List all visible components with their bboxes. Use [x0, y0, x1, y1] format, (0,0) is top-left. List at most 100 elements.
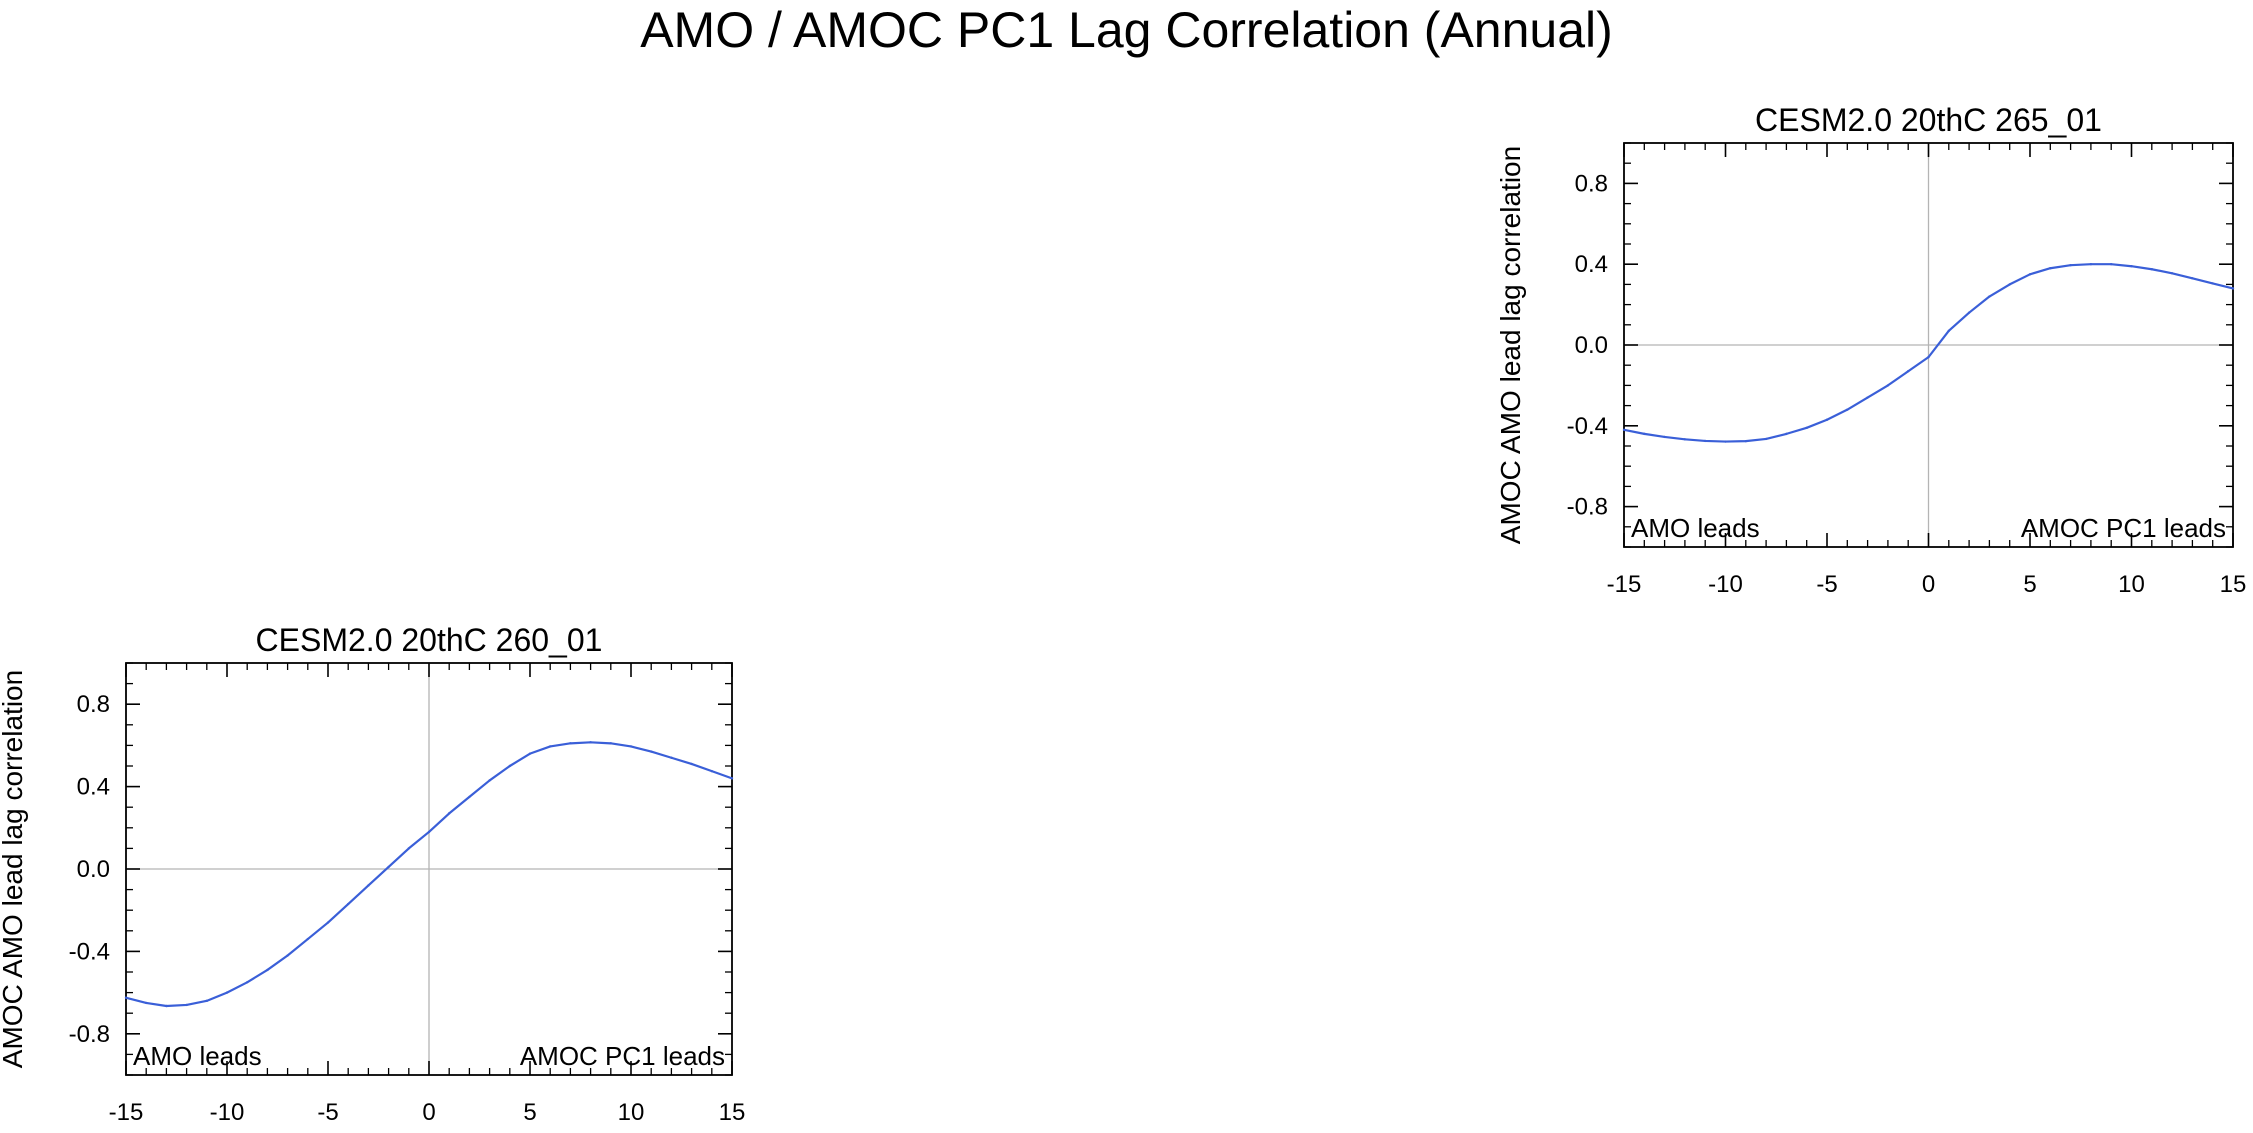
plot-frame	[125, 662, 733, 1076]
annotation-amoc-leads: AMOC PC1 leads	[520, 1041, 725, 1071]
data-point	[710, 769, 713, 773]
data-point	[1805, 426, 1808, 430]
data-point	[367, 884, 370, 887]
data-point	[1622, 428, 1626, 432]
y-tick-label: 0.8	[1575, 170, 1608, 197]
x-tick-label: -5	[317, 1099, 338, 1126]
data-point	[2170, 272, 2174, 275]
data-point	[1846, 408, 1849, 411]
data-point	[650, 750, 653, 753]
data-point	[1704, 439, 1707, 443]
data-point	[1967, 311, 1971, 314]
data-point	[730, 777, 734, 780]
data-point	[508, 764, 511, 768]
data-point	[448, 812, 451, 815]
y-axis-label: AMOC AMO lead lag correlation	[1495, 146, 1526, 544]
y-tick-label: 0.4	[1575, 251, 1608, 278]
data-point	[569, 742, 572, 745]
data-point	[609, 742, 612, 745]
data-point	[2049, 267, 2052, 270]
data-point	[326, 921, 330, 924]
data-point	[1825, 418, 1829, 421]
data-point	[246, 981, 249, 984]
data-point	[549, 745, 552, 748]
data-point	[1988, 295, 1991, 298]
data-point	[488, 779, 491, 782]
x-tick-label: 5	[523, 1099, 536, 1126]
x-tick-label: -15	[109, 1099, 144, 1126]
x-tick-label: -10	[1708, 571, 1743, 598]
data-point	[427, 830, 431, 834]
annotation-amo-leads: AMO leads	[133, 1041, 262, 1071]
data-point	[205, 999, 208, 1003]
x-tick-label: 10	[618, 1099, 645, 1126]
data-point	[2008, 283, 2011, 286]
data-point	[690, 762, 693, 766]
data-point	[1724, 440, 1727, 443]
y-tick-label: -0.4	[69, 938, 110, 965]
x-tick-label: -10	[210, 1099, 245, 1126]
data-point	[2089, 263, 2093, 266]
x-tick-label: 5	[2023, 571, 2036, 598]
data-point	[468, 795, 471, 799]
data-point	[1643, 432, 1646, 436]
data-point	[306, 937, 309, 941]
chart-260: -15 -10 -5 0 5 10 15 -0.8 -0.4 0.0 0.4 0.8 CESM2.0 2…	[0, 622, 745, 1126]
data-point	[1927, 355, 1930, 359]
data-point	[1886, 384, 1890, 387]
x-tick-label: 0	[422, 1099, 435, 1126]
data-point	[1866, 396, 1869, 399]
data-point	[2150, 268, 2153, 271]
data-point	[589, 741, 592, 744]
data-point	[2069, 264, 2072, 267]
data-point	[387, 865, 390, 869]
x-tick-label: -5	[1816, 571, 1837, 598]
data-point	[2028, 273, 2032, 276]
x-tick-label: 15	[719, 1099, 746, 1126]
chart-265: -15 -10 -5 0 5 10 15 -0.8 -0.4 0.0 0.4 0.8 CESM2.0 2…	[1495, 102, 2246, 598]
data-point	[165, 1004, 168, 1008]
data-point	[1663, 435, 1666, 439]
y-tick-label: 0.4	[77, 774, 110, 801]
data-point	[1907, 370, 1910, 373]
data-point	[1744, 439, 1748, 443]
y-tick-label: -0.4	[1567, 413, 1608, 440]
x-tick-label: 10	[2118, 571, 2145, 598]
annotation-amo-leads: AMO leads	[1631, 513, 1760, 543]
data-point	[286, 954, 289, 957]
data-point	[266, 968, 269, 972]
data-point	[2231, 287, 2235, 290]
x-tick-label: -15	[1607, 571, 1642, 598]
data-point	[629, 745, 633, 748]
y-axis-label: AMOC AMO lead lag correlation	[0, 670, 28, 1068]
data-point	[347, 902, 350, 906]
annotation-amoc-leads: AMOC PC1 leads	[2021, 513, 2226, 543]
data-point	[670, 756, 673, 759]
data-point	[185, 1003, 188, 1007]
data-point	[124, 996, 128, 999]
y-tick-label: 0.8	[77, 691, 110, 718]
data-point	[1764, 437, 1768, 441]
data-point	[2211, 282, 2214, 285]
data-point	[2191, 277, 2194, 280]
data-point	[1785, 432, 1788, 436]
x-tick-label: 15	[2220, 571, 2247, 598]
chart-title: CESM2.0 20thC 265_01	[1755, 102, 2102, 138]
data-point	[407, 847, 410, 850]
data-point	[2130, 265, 2133, 268]
y-tick-label: -0.8	[1567, 494, 1608, 521]
data-point	[145, 1001, 148, 1005]
data-point	[528, 752, 532, 755]
data-point	[225, 991, 229, 994]
y-tick-label: -0.8	[69, 1021, 110, 1048]
page-title: AMO / AMOC PC1 Lag Correlation (Annual)	[640, 2, 1613, 58]
data-point	[2110, 263, 2113, 266]
plot-frame	[1623, 142, 2234, 548]
y-tick-label: 0.0	[1575, 332, 1608, 359]
y-tick-label: 0.0	[77, 856, 110, 883]
chart-title: CESM2.0 20thC 260_01	[256, 622, 603, 658]
data-point	[1947, 329, 1951, 333]
x-tick-label: 0	[1922, 571, 1935, 598]
data-point	[1683, 438, 1687, 441]
